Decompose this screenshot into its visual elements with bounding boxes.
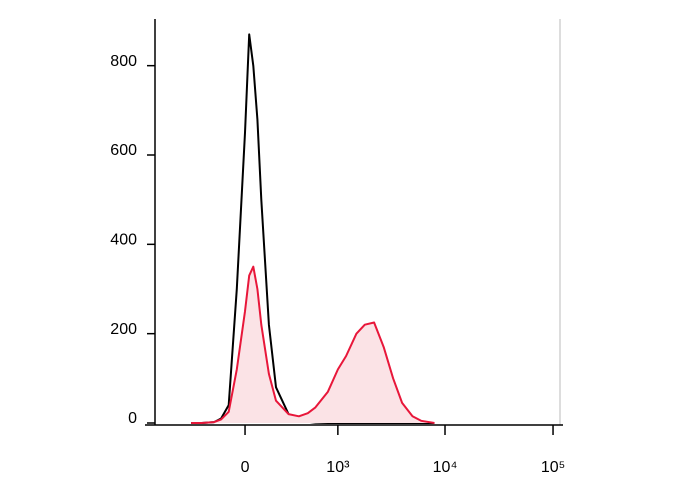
- y-tick-label: 200: [110, 321, 137, 338]
- x-tick-label: 0: [241, 459, 250, 476]
- y-tick-label: 400: [110, 232, 137, 249]
- x-tick-label: 10⁴: [433, 459, 458, 476]
- area: [191, 266, 435, 423]
- y-tick-label: 0: [128, 410, 137, 427]
- y-tick-label: 800: [110, 53, 137, 70]
- histogram-line: [191, 33, 435, 424]
- x-tick-label: 10⁵: [541, 459, 565, 476]
- x-tick-label: 10³: [326, 459, 350, 476]
- y-tick-label: 600: [110, 142, 137, 159]
- histogram-line: [191, 265, 435, 424]
